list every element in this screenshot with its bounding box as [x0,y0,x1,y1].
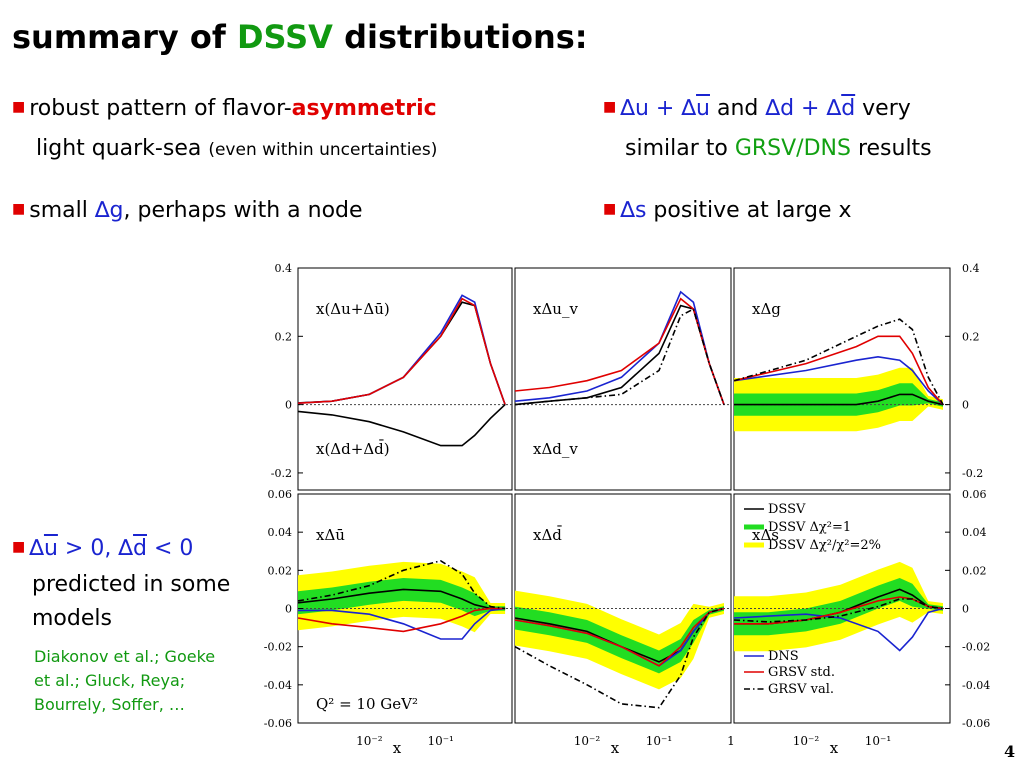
series-line-grsv-std--top-middle [514,297,725,405]
panel-label2-top-left: x(Δd+Δd̄) [316,440,390,458]
bullet-ds-positive: ■ ∆s positive at large x [603,198,852,223]
bullet-square-icon: ■ [603,201,617,217]
series-line-grsv-val--bottom-left [297,559,506,610]
y-tick-label: -0.2 [962,467,983,480]
citation-list: Diakonov et al.; Goeke et al.; Gluck, Rey… [34,647,216,714]
panel-frame-top-left [297,267,513,491]
legend-entry: DNS [768,649,799,664]
legend-entry: DSSV [768,502,806,517]
x-tick-label: 10⁻¹ [427,734,453,748]
bullet-grsv-dns: ■ ∆u + ∆u and ∆d + ∆d very similar to GRS… [603,96,932,161]
y-tick-label: 0 [962,399,969,412]
y-tick-label: 0 [285,399,292,412]
y-tick-label: 0.04 [962,526,987,539]
panel-label-bottom-left: xΔū [316,526,345,544]
bullet-square-icon: ■ [12,539,26,555]
series-line-dssv-bottom-left [297,588,506,610]
series-line-dns-top-right [733,355,944,406]
panel-label-top-middle: xΔu_v [533,300,578,318]
uncertainty-band-top-right [734,383,943,416]
series-line-grsv-std--bottom-left [297,607,506,633]
series-line-grsv-val--top-middle [514,307,725,406]
series-line-grsv-std--bottom-middle [514,607,725,667]
legend-entry: DSSV Δχ²/χ²=2% [768,538,881,553]
x-tick-label: 1 [727,734,735,748]
series-line-grsv-val--bottom-middle [514,607,725,709]
series-line-grsv-std--top-right [733,335,944,406]
bullet-small-dg: ■ small ∆g, perhaps with a node [12,198,363,223]
y-tick-label: 0 [962,603,969,616]
series-line-dssv-top-right [734,393,944,406]
panel-label-top-left: x(Δu+Δū) [316,300,390,318]
y-tick-label: 0.06 [962,488,987,501]
page-number: 4 [1004,742,1016,761]
series-line-dns-bottom-left [298,607,506,640]
y-tick-label: -0.04 [962,679,990,692]
panel-label-bottom-right: xΔs [752,526,779,544]
panel-frame-top-middle [514,267,732,491]
x-tick-label: 10⁻¹ [865,734,891,748]
x-axis-label: x [830,739,839,757]
panel-label2-top-middle: xΔd_v [533,440,578,458]
y-tick-label: 0.04 [268,526,293,539]
slide-title: summary of DSSV distributions: [12,18,588,56]
y-tick-label: -0.04 [264,679,292,692]
bullet-flavor-asymmetry: ■ robust pattern of flavor-asymmetric lig… [12,96,438,161]
x-axis-label: x [393,739,402,757]
y-tick-label: 0.06 [268,488,293,501]
y-tick-label: -0.02 [962,641,990,654]
legend-entry: GRSV std. [768,665,835,680]
y-tick-label: -0.06 [264,717,292,730]
uncertainty-band-bottom-left [298,578,506,617]
bullet-model-predictions: ■ ∆u > 0, ∆d < 0 predicted in some models [12,536,231,631]
x-tick-label: 10⁻² [574,734,601,748]
x-axis-label: x [611,739,620,757]
title-highlight: DSSV [236,18,333,56]
y-tick-label: 0.4 [962,262,980,275]
y-tick-label: 0.2 [962,330,980,343]
q2-annotation: Q² = 10 GeV² [316,695,418,713]
series-line-dns-bottom-right [733,607,944,652]
y-tick-label: 0.2 [275,330,293,343]
bullet-square-icon: ■ [12,201,26,217]
y-tick-label: -0.2 [271,467,292,480]
series-line-grsv-val--bottom-right [733,598,944,623]
bullet-square-icon: ■ [603,99,617,115]
y-tick-label: -0.06 [962,717,990,730]
panel-label-top-right: xΔg [752,300,781,318]
y-tick-label: -0.02 [264,641,292,654]
panel-label-bottom-middle: xΔd̄ [533,526,562,544]
series-line-grsv-std--top-left [297,297,506,405]
bullet-square-icon: ■ [12,99,26,115]
series-line-dssv-d-top-left [297,404,506,447]
legend-entry: DSSV Δχ²=1 [768,520,851,535]
x-tick-label: 10⁻² [793,734,820,748]
series-line-grsv-val--top-right [733,318,944,405]
y-tick-label: 0.4 [275,262,293,275]
y-tick-label: 0.02 [962,564,987,577]
legend-entry: GRSV val. [768,682,834,697]
y-tick-label: 0 [285,603,292,616]
x-tick-label: 10⁻² [356,734,383,748]
y-tick-label: 0.02 [268,564,293,577]
x-tick-label: 10⁻¹ [646,734,672,748]
